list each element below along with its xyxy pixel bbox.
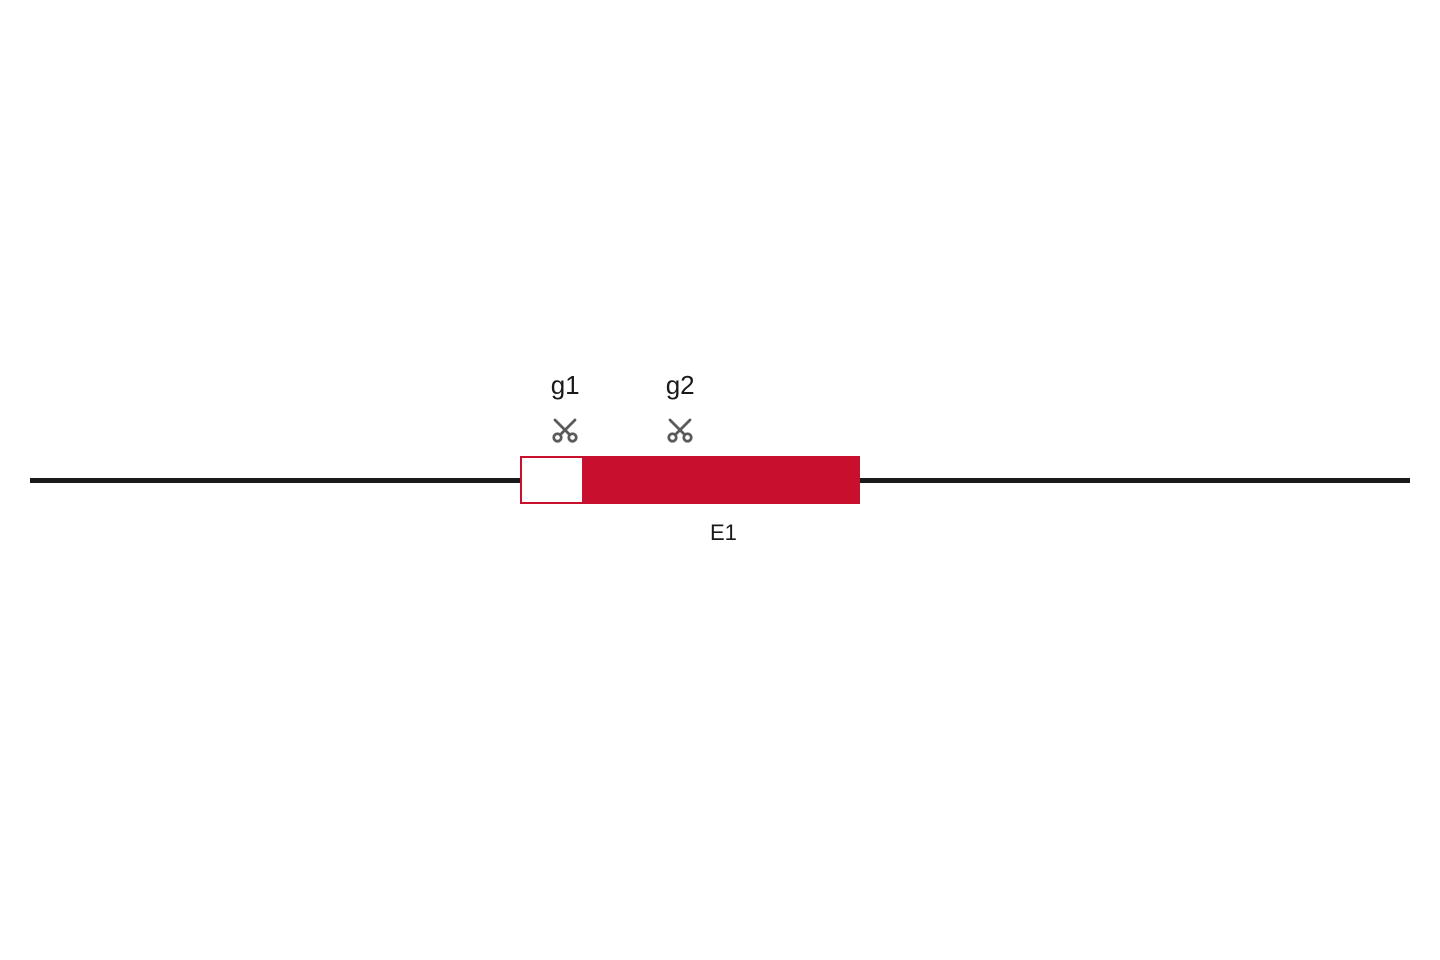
exon-label: E1	[710, 520, 737, 546]
scissors-icon	[665, 415, 695, 450]
guide-g2-label: g2	[666, 370, 695, 401]
scissors-icon	[550, 415, 580, 450]
exon-filled-box	[582, 456, 860, 504]
guide-g1-label: g1	[551, 370, 580, 401]
